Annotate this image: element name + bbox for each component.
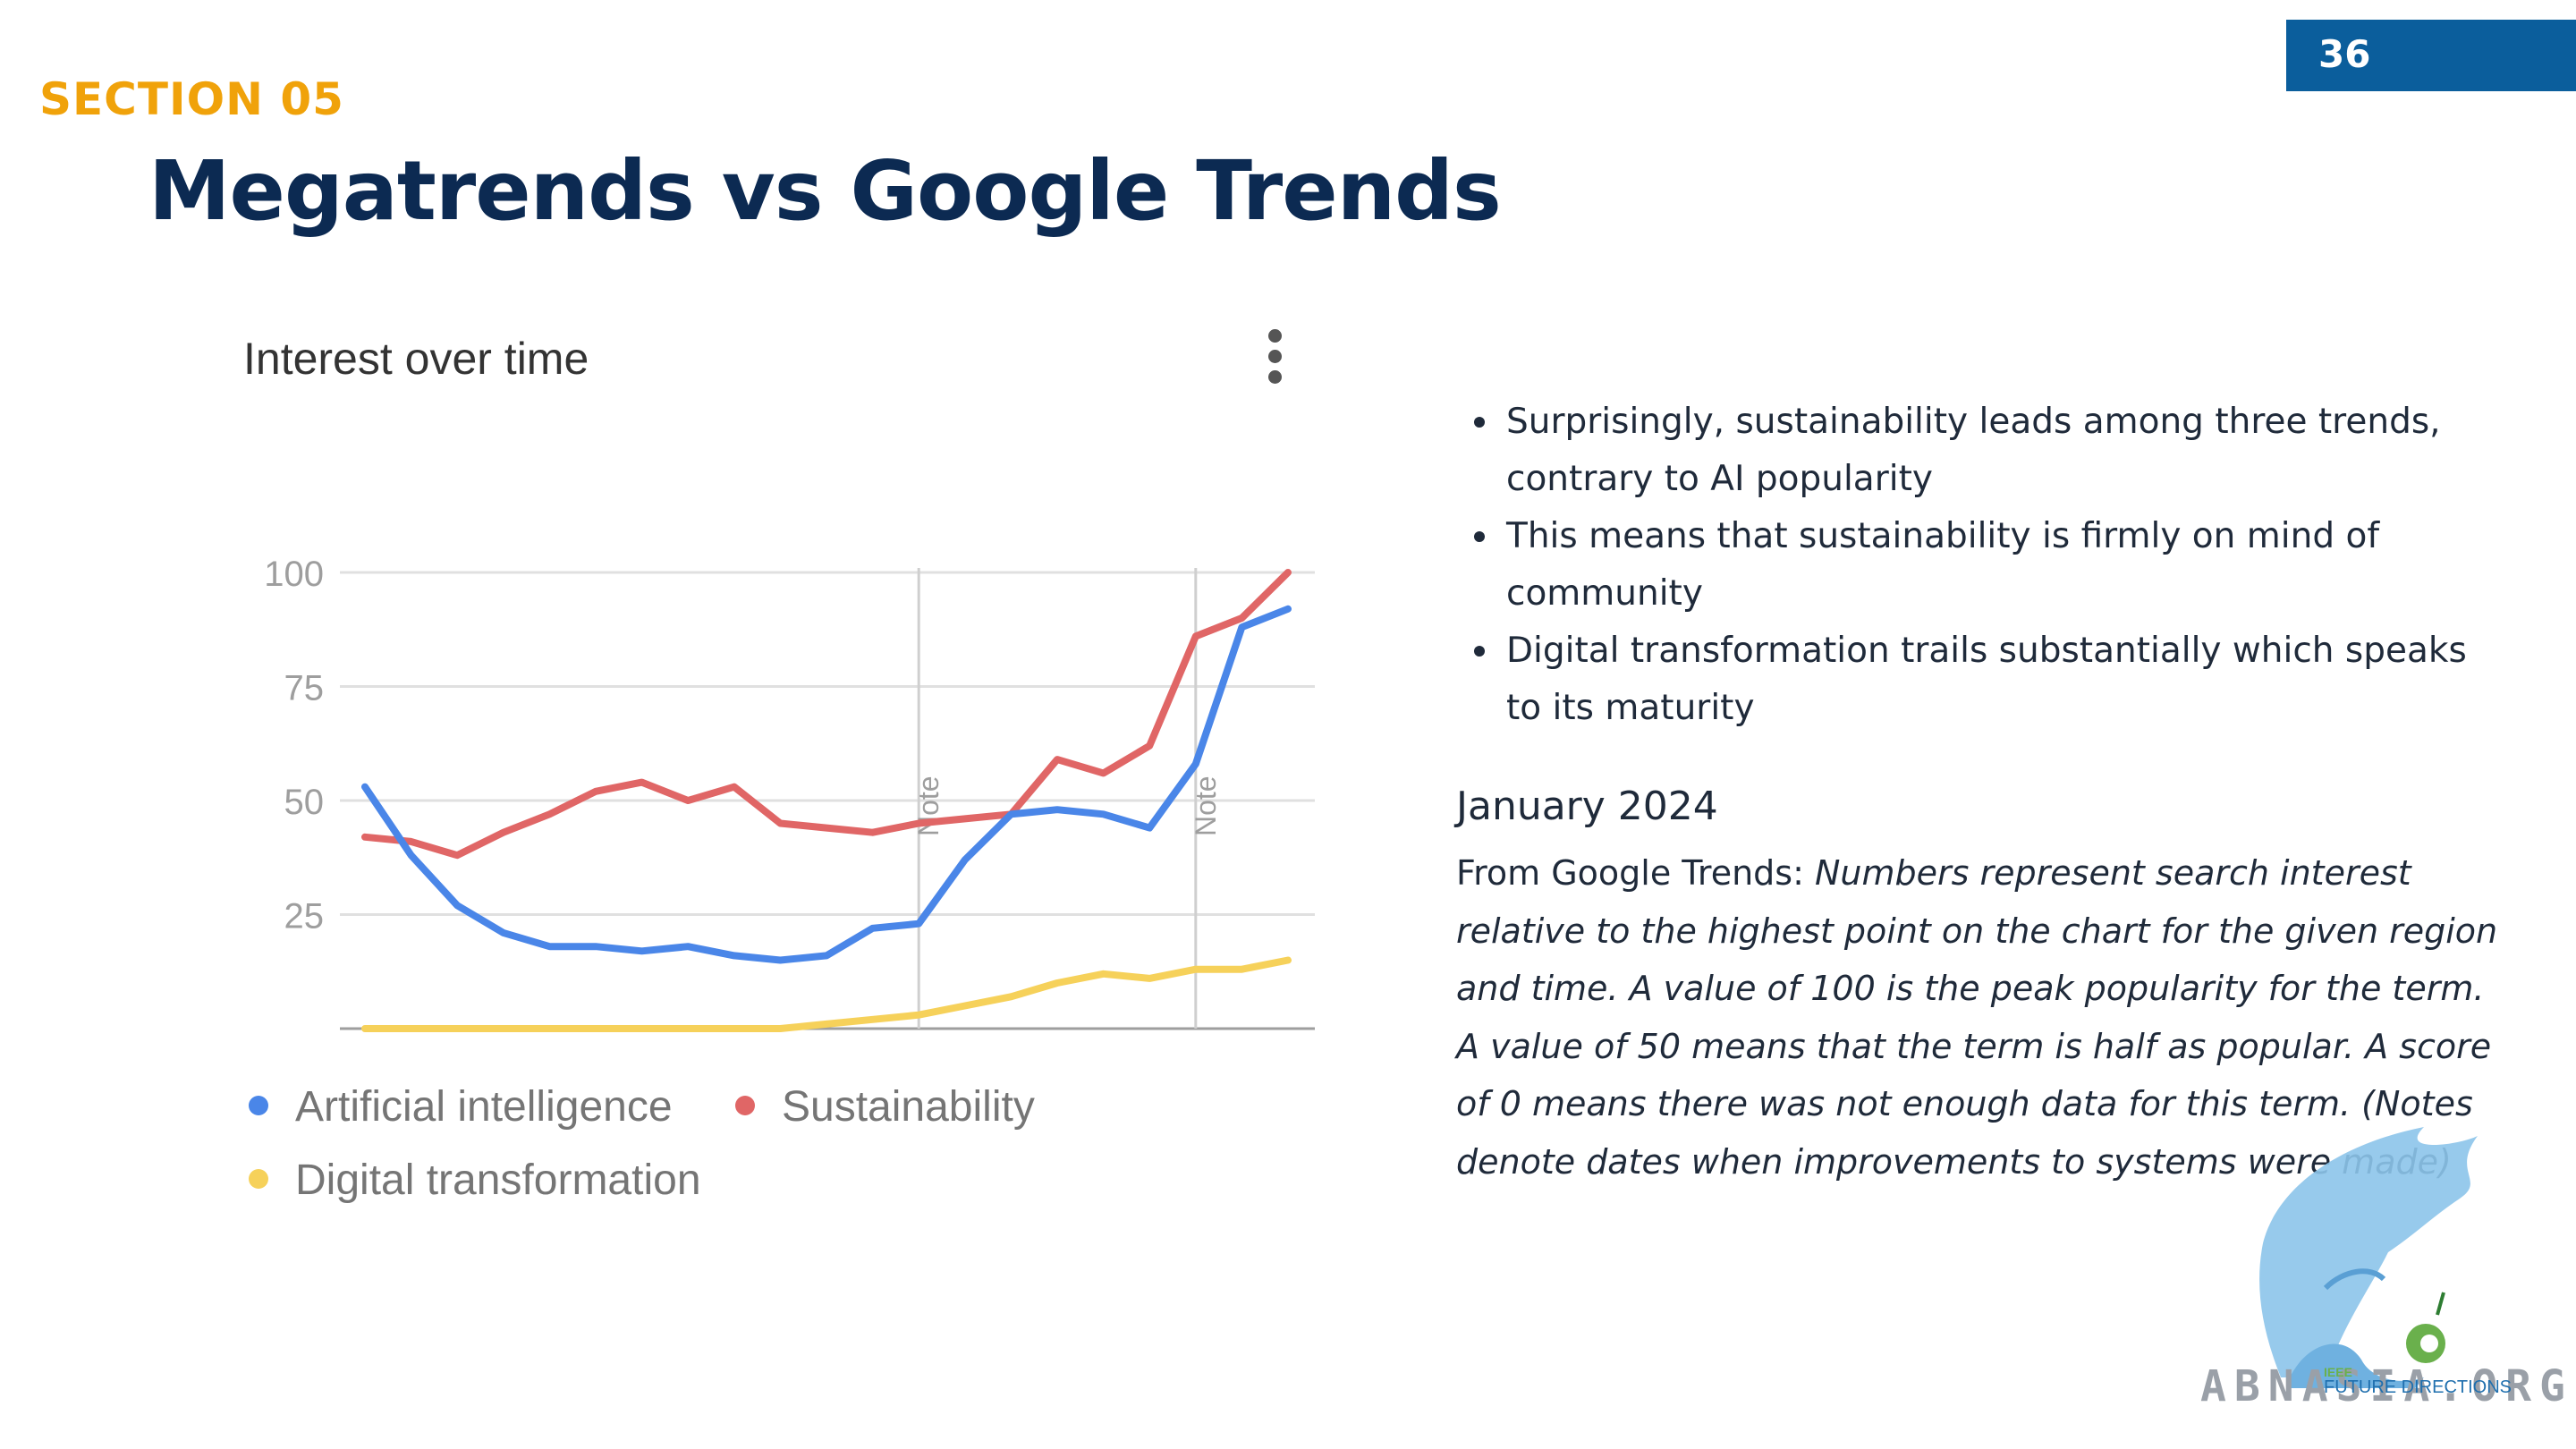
legend-item-artificial-intelligence: Artificial intelligence: [249, 1082, 673, 1131]
series-line-sustainability: [361, 569, 1292, 860]
data-date: January 2024: [1456, 784, 1718, 829]
legend-swatch: [249, 1169, 268, 1190]
legend-label: Artificial intelligence: [295, 1083, 673, 1131]
source-note-text: Numbers represent search interest relati…: [1456, 853, 2498, 1182]
series-line-digital-transformation: [361, 956, 1292, 1032]
abnasia-logo-icon: [2259, 1127, 2478, 1388]
legend-label: Digital transformation: [295, 1157, 701, 1204]
logo-text: ABNASIA.ORG: [2200, 1361, 2573, 1411]
series-line-artificial-intelligence: [361, 605, 1292, 964]
legend-item-sustainability: Sustainability: [735, 1082, 1035, 1131]
slide-title: Megatrends vs Google Trends: [148, 143, 1502, 239]
legend-label: Sustainability: [782, 1083, 1035, 1131]
y-tick-label: 50: [284, 783, 325, 822]
legend-swatch: [735, 1096, 755, 1116]
key-point: Digital transformation trails substantia…: [1474, 623, 2503, 737]
key-points-list: Surprisingly, sustainability leads among…: [1474, 394, 2503, 737]
logo-subtext-small: IEEE: [2324, 1365, 2352, 1379]
more-vert-icon[interactable]: [1261, 329, 1288, 392]
annotation-label: Note: [1190, 775, 1222, 836]
y-tick-label: 100: [264, 555, 324, 594]
source-note-prefix: From Google Trends:: [1456, 853, 1815, 893]
y-tick-label: 25: [284, 897, 325, 936]
legend-item-digital-transformation: Digital transformation: [249, 1156, 701, 1205]
key-point: This means that sustainability is firmly…: [1474, 508, 2503, 623]
logo-subtext: FUTURE DIRECTIONS: [2324, 1377, 2512, 1397]
chart-title: Interest over time: [243, 334, 589, 384]
page-number-badge: 36: [2286, 20, 2576, 91]
section-label: SECTION 05: [39, 73, 344, 125]
legend-swatch: [249, 1096, 268, 1116]
source-note: From Google Trends: Numbers represent se…: [1456, 844, 2503, 1191]
key-point: Surprisingly, sustainability leads among…: [1474, 394, 2503, 508]
page-number: 36: [2318, 32, 2371, 76]
y-tick-label: 75: [284, 669, 325, 708]
